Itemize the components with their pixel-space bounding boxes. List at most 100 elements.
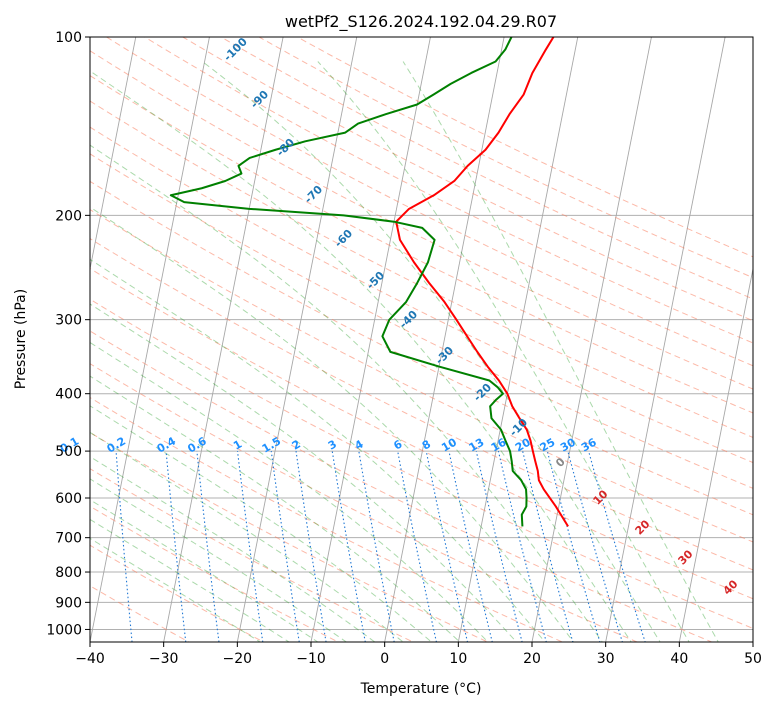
plot-area: [0, 10, 753, 654]
moist-adiabat-line: [90, 206, 575, 642]
dry-adiabat-label: -70: [302, 183, 325, 206]
mixing-ratio-label: 1.5: [260, 435, 283, 456]
mixing-ratio-label: 25: [538, 436, 558, 455]
moist-adiabat-line: [90, 456, 376, 642]
y-tick-label: 700: [55, 531, 82, 547]
moist-adiabat-line: [90, 70, 632, 642]
y-tick-label: 300: [55, 313, 82, 329]
y-tick-label: 800: [55, 565, 82, 581]
moist-adiabat-line: [90, 341, 489, 642]
plot-frame: [89, 36, 754, 643]
y-tick-label: 100: [55, 30, 82, 46]
isotherm-line: [163, 37, 284, 642]
dry-adiabat-line: [181, 37, 753, 322]
moist-adiabat-label: 40: [721, 577, 741, 597]
isotherm-line: [752, 639, 753, 642]
dry-adiabat-line: [90, 298, 753, 629]
dewpoint-profile-line: [169, 37, 528, 527]
mixing-ratio-line: [425, 450, 469, 642]
x-tick-label: 30: [597, 651, 615, 667]
moist-adiabat-line: [202, 61, 661, 642]
x-tick-label: 10: [449, 651, 467, 667]
mixing-ratio-line: [295, 451, 327, 642]
dry-adiabat-line: [90, 75, 753, 414]
dry-adiabat-line: [90, 180, 753, 516]
dry-adiabat-line: [90, 505, 340, 642]
mixing-ratio-line: [165, 451, 187, 642]
dry-adiabat-line: [90, 208, 753, 543]
chart-title: wetPf2_S126.2024.192.04.29.R07: [285, 12, 557, 32]
isotherm-line: [457, 37, 579, 642]
dry-adiabat-line: [90, 238, 753, 571]
y-tick-label: 900: [55, 595, 82, 611]
mixing-ratio-line: [497, 450, 547, 642]
mixing-ratio-line: [397, 450, 437, 642]
y-tick-label: 500: [55, 444, 82, 460]
dry-adiabat-line: [90, 100, 753, 438]
x-tick-label: −40: [75, 651, 105, 667]
moist-adiabat-line: [90, 478, 348, 642]
x-tick-label: 40: [670, 651, 688, 667]
y-tick-label: 1000: [46, 622, 82, 638]
y-axis-label: Pressure (hPa): [13, 289, 29, 389]
moist-adiabat-line: [90, 258, 546, 642]
x-tick-label: 20: [523, 651, 541, 667]
dry-adiabat-line: [258, 37, 753, 279]
dry-adiabat-line: [90, 544, 265, 642]
mixing-ratio-line: [522, 450, 574, 642]
tick-layer: −40 −30 −20 −10 0 10 20 30 40 5010020030040050060…: [46, 30, 762, 667]
mixing-ratio-line: [270, 451, 300, 642]
dry-adiabat-line: [90, 431, 489, 642]
isotherm-line: [90, 37, 137, 272]
moist-adiabat-line: [90, 144, 603, 642]
moist-adiabat-label: 20: [633, 517, 653, 537]
moist-adiabat-line: [90, 405, 433, 642]
moist-adiabat-label: 30: [676, 547, 696, 567]
mixing-ratio-label: 36: [579, 435, 599, 454]
x-tick-label: −20: [223, 651, 253, 667]
dry-adiabat-label: -30: [433, 344, 456, 367]
moist-adiabat-label: 0: [553, 455, 568, 470]
dry-adiabat-label: -20: [471, 381, 494, 404]
dry-adiabat-line: [220, 37, 753, 300]
dry-adiabat-line: [105, 37, 753, 367]
y-tick-label: 600: [55, 491, 82, 507]
dry-adiabat-line: [90, 126, 753, 464]
moist-adiabat-line: [90, 537, 262, 642]
dry-adiabat-label: -90: [248, 88, 271, 111]
isotherm-line: [384, 37, 505, 642]
moist-adiabat-line: [317, 61, 690, 642]
dry-adiabat-line: [90, 153, 753, 489]
dry-adiabat-label: -60: [332, 227, 355, 250]
dry-adiabat-line: [90, 267, 753, 600]
dry-adiabat-line: [90, 50, 753, 390]
moist-adiabat-line: [90, 499, 319, 642]
mixing-ratio-label: 4: [353, 437, 366, 452]
x-tick-label: −10: [296, 651, 326, 667]
x-tick-label: 50: [744, 651, 762, 667]
dry-adiabat-line: [90, 585, 190, 642]
isotherm-line: [605, 37, 726, 642]
moist-adiabat-label: 10: [591, 487, 611, 507]
mixing-ratio-line: [448, 450, 493, 642]
isotherm-line: [0, 10, 67, 654]
isotherm-line: [531, 37, 652, 642]
isotherm-line: [90, 37, 210, 642]
dry-adiabat-label: -80: [274, 136, 297, 159]
mixing-ratio-line: [475, 450, 523, 642]
mixing-ratio-label: 3: [326, 438, 339, 453]
mixing-ratio-line: [567, 450, 623, 642]
x-tick-label: −30: [149, 651, 179, 667]
dry-adiabat-label: -10: [507, 416, 530, 439]
moist-adiabat-line: [90, 518, 290, 642]
isotherm-line: [310, 37, 431, 642]
dry-adiabat-line: [90, 363, 639, 642]
dry-adiabat-label: -40: [397, 308, 420, 331]
mixing-ratio-line: [236, 451, 264, 642]
mixing-ratio-line: [358, 451, 395, 642]
x-axis-label: Temperature (°C): [360, 681, 482, 697]
isotherm-line: [236, 37, 358, 642]
mixing-ratio-label: 13: [467, 436, 487, 455]
y-tick-label: 200: [55, 208, 82, 224]
